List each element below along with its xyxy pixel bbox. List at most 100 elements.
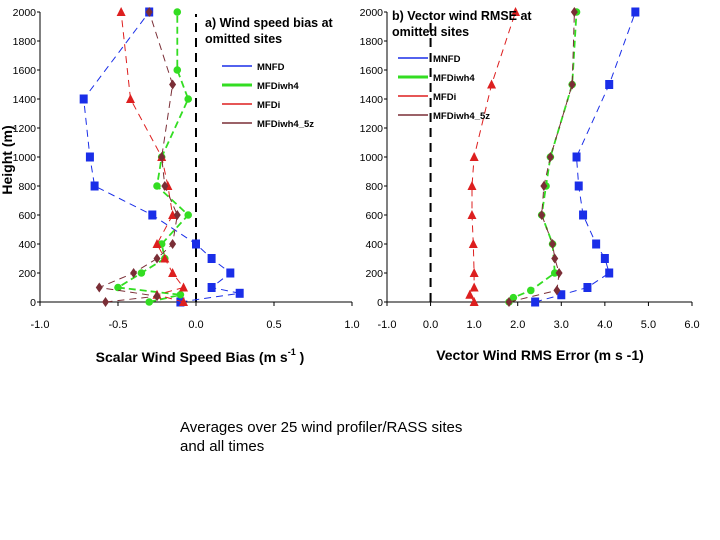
- y-tick-label: 1800: [360, 36, 384, 48]
- legend-label: MFDiwh4: [433, 73, 475, 84]
- y-tick-label: 1200: [13, 123, 37, 135]
- y-tick-label: 1600: [360, 65, 384, 77]
- y-tick-label: 2000: [13, 7, 37, 19]
- x-tick-label: 2.0: [510, 319, 525, 331]
- data-point-MFDiwh4_5z: [169, 79, 177, 90]
- data-point-MNFD: [85, 152, 94, 162]
- data-point-MNFD: [226, 268, 235, 278]
- y-tick-label: 1600: [13, 65, 37, 77]
- legend-label: MFDi: [257, 100, 280, 111]
- data-point-MNFD: [79, 94, 88, 104]
- x-tick-label: 1.0: [466, 319, 481, 331]
- legend-label: MNFD: [257, 62, 285, 73]
- x-tick-label: 1.0: [344, 319, 359, 331]
- data-point-MNFD: [605, 80, 614, 89]
- data-point-MFDi: [469, 152, 479, 161]
- data-point-MFDi: [179, 297, 189, 306]
- data-point-MFDiwh4_5z: [549, 239, 557, 249]
- x-tick-label: 5.0: [641, 319, 656, 331]
- x-tick-label: 6.0: [684, 319, 699, 331]
- x-axis-label: Scalar Wind Speed Bias (m s-1 ): [96, 347, 305, 365]
- chart-a-wind-speed-bias: 0 200 400 600 800 1000 1200 1400 1600 1800 2000 -1.…: [0, 7, 360, 365]
- data-point-MFDiwh4: [137, 269, 146, 277]
- data-point-MFDiwh4_5z: [153, 291, 161, 302]
- y-tick-label: 0: [377, 297, 383, 309]
- data-point-MFDiwh4_5z: [555, 268, 563, 278]
- data-point-MFDi: [116, 7, 126, 16]
- data-point-MNFD: [192, 239, 200, 249]
- legend-label: MFDiwh4_5z: [433, 111, 490, 122]
- data-point-MFDiwh4_5z: [158, 152, 166, 162]
- data-point-MFDi: [168, 268, 178, 277]
- data-point-MFDi: [511, 7, 521, 16]
- data-point-MFDiwh4_5z: [538, 210, 546, 220]
- data-point-MFDi: [469, 268, 479, 277]
- data-point-MFDiwh4_5z: [568, 79, 576, 90]
- data-point-MNFD: [531, 297, 540, 307]
- data-point-MFDi: [468, 239, 478, 248]
- x-tick-label: -1.0: [31, 319, 50, 331]
- data-point-MNFD: [235, 288, 244, 298]
- data-point-MFDiwh4_5z: [161, 181, 169, 191]
- data-point-MFDiwh4: [184, 95, 192, 103]
- y-tick-label: 600: [365, 210, 383, 222]
- y-tick-label: 1200: [360, 123, 384, 135]
- data-point-MNFD: [579, 210, 588, 220]
- data-point-MFDiwh4_5z: [145, 7, 153, 17]
- data-point-MFDiwh4_5z: [130, 268, 138, 278]
- data-point-MFDi: [168, 210, 178, 219]
- data-point-MNFD: [592, 239, 601, 249]
- y-tick-label: 400: [18, 239, 36, 251]
- caption-line-1: Averages over 25 wind profiler/RASS site…: [180, 419, 463, 436]
- y-tick-label: 600: [18, 210, 36, 222]
- data-point-MFDiwh4: [173, 8, 182, 16]
- data-point-MFDi: [469, 282, 479, 292]
- y-tick-label: 0: [30, 297, 36, 309]
- y-tick-label: 2000: [360, 7, 384, 19]
- x-axis-label: Vector Wind RMS Error (m s -1): [436, 347, 644, 363]
- data-point-MNFD: [207, 283, 216, 292]
- data-point-MFDiwh4: [153, 182, 161, 190]
- caption: Averages over 25 wind profiler/RASS site…: [180, 418, 560, 456]
- series-line-MFDiwh4: [508, 11, 578, 303]
- data-point-MNFD: [574, 181, 583, 191]
- y-tick-label: 1400: [360, 94, 384, 106]
- legend-label: MFDi: [433, 92, 456, 103]
- data-point-MFDiwh4_5z: [570, 7, 578, 17]
- x-tick-label: -1.0: [378, 319, 397, 331]
- caption-line-2: and all times: [180, 438, 265, 455]
- data-point-MNFD: [148, 210, 157, 220]
- chart-title-line: omitted sites: [205, 32, 282, 46]
- data-point-MFDiwh4_5z: [540, 181, 548, 191]
- data-point-MNFD: [557, 290, 566, 300]
- x-tick-label: -0.5: [109, 319, 128, 331]
- y-tick-label: 1800: [13, 36, 37, 48]
- data-point-MNFD: [207, 254, 216, 263]
- data-point-MFDiwh4_5z: [153, 253, 161, 264]
- data-point-MFDiwh4: [184, 211, 192, 219]
- data-point-MFDi: [467, 181, 477, 190]
- data-point-MFDiwh4: [173, 66, 182, 74]
- data-point-MFDiwh4_5z: [546, 152, 554, 162]
- x-tick-label: 4.0: [597, 319, 612, 331]
- data-point-MNFD: [605, 268, 614, 278]
- data-point-MFDi: [487, 79, 497, 89]
- data-point-MFDiwh4_5z: [553, 285, 561, 296]
- data-point-MFDiwh4_5z: [551, 253, 559, 264]
- legend-label: MFDiwh4_5z: [257, 119, 314, 130]
- series-line-MFDiwh4_5z: [508, 11, 575, 303]
- data-point-MFDiwh4: [114, 283, 122, 292]
- data-point-MFDiwh4: [145, 298, 153, 306]
- legend-label: MNFD: [433, 54, 461, 65]
- chart-title-line: omitted sites: [392, 25, 469, 39]
- y-tick-label: 800: [365, 181, 383, 193]
- x-tick-label: 3.0: [554, 319, 569, 331]
- data-point-MNFD: [176, 297, 185, 307]
- data-point-MFDiwh4: [526, 286, 535, 295]
- data-point-MFDi: [469, 297, 479, 306]
- y-tick-label: 1000: [360, 152, 384, 164]
- data-point-MFDiwh4_5z: [102, 297, 110, 307]
- chart-title-line: b) Vector wind RMSE at: [392, 9, 532, 23]
- data-point-MFDiwh4_5z: [169, 239, 177, 249]
